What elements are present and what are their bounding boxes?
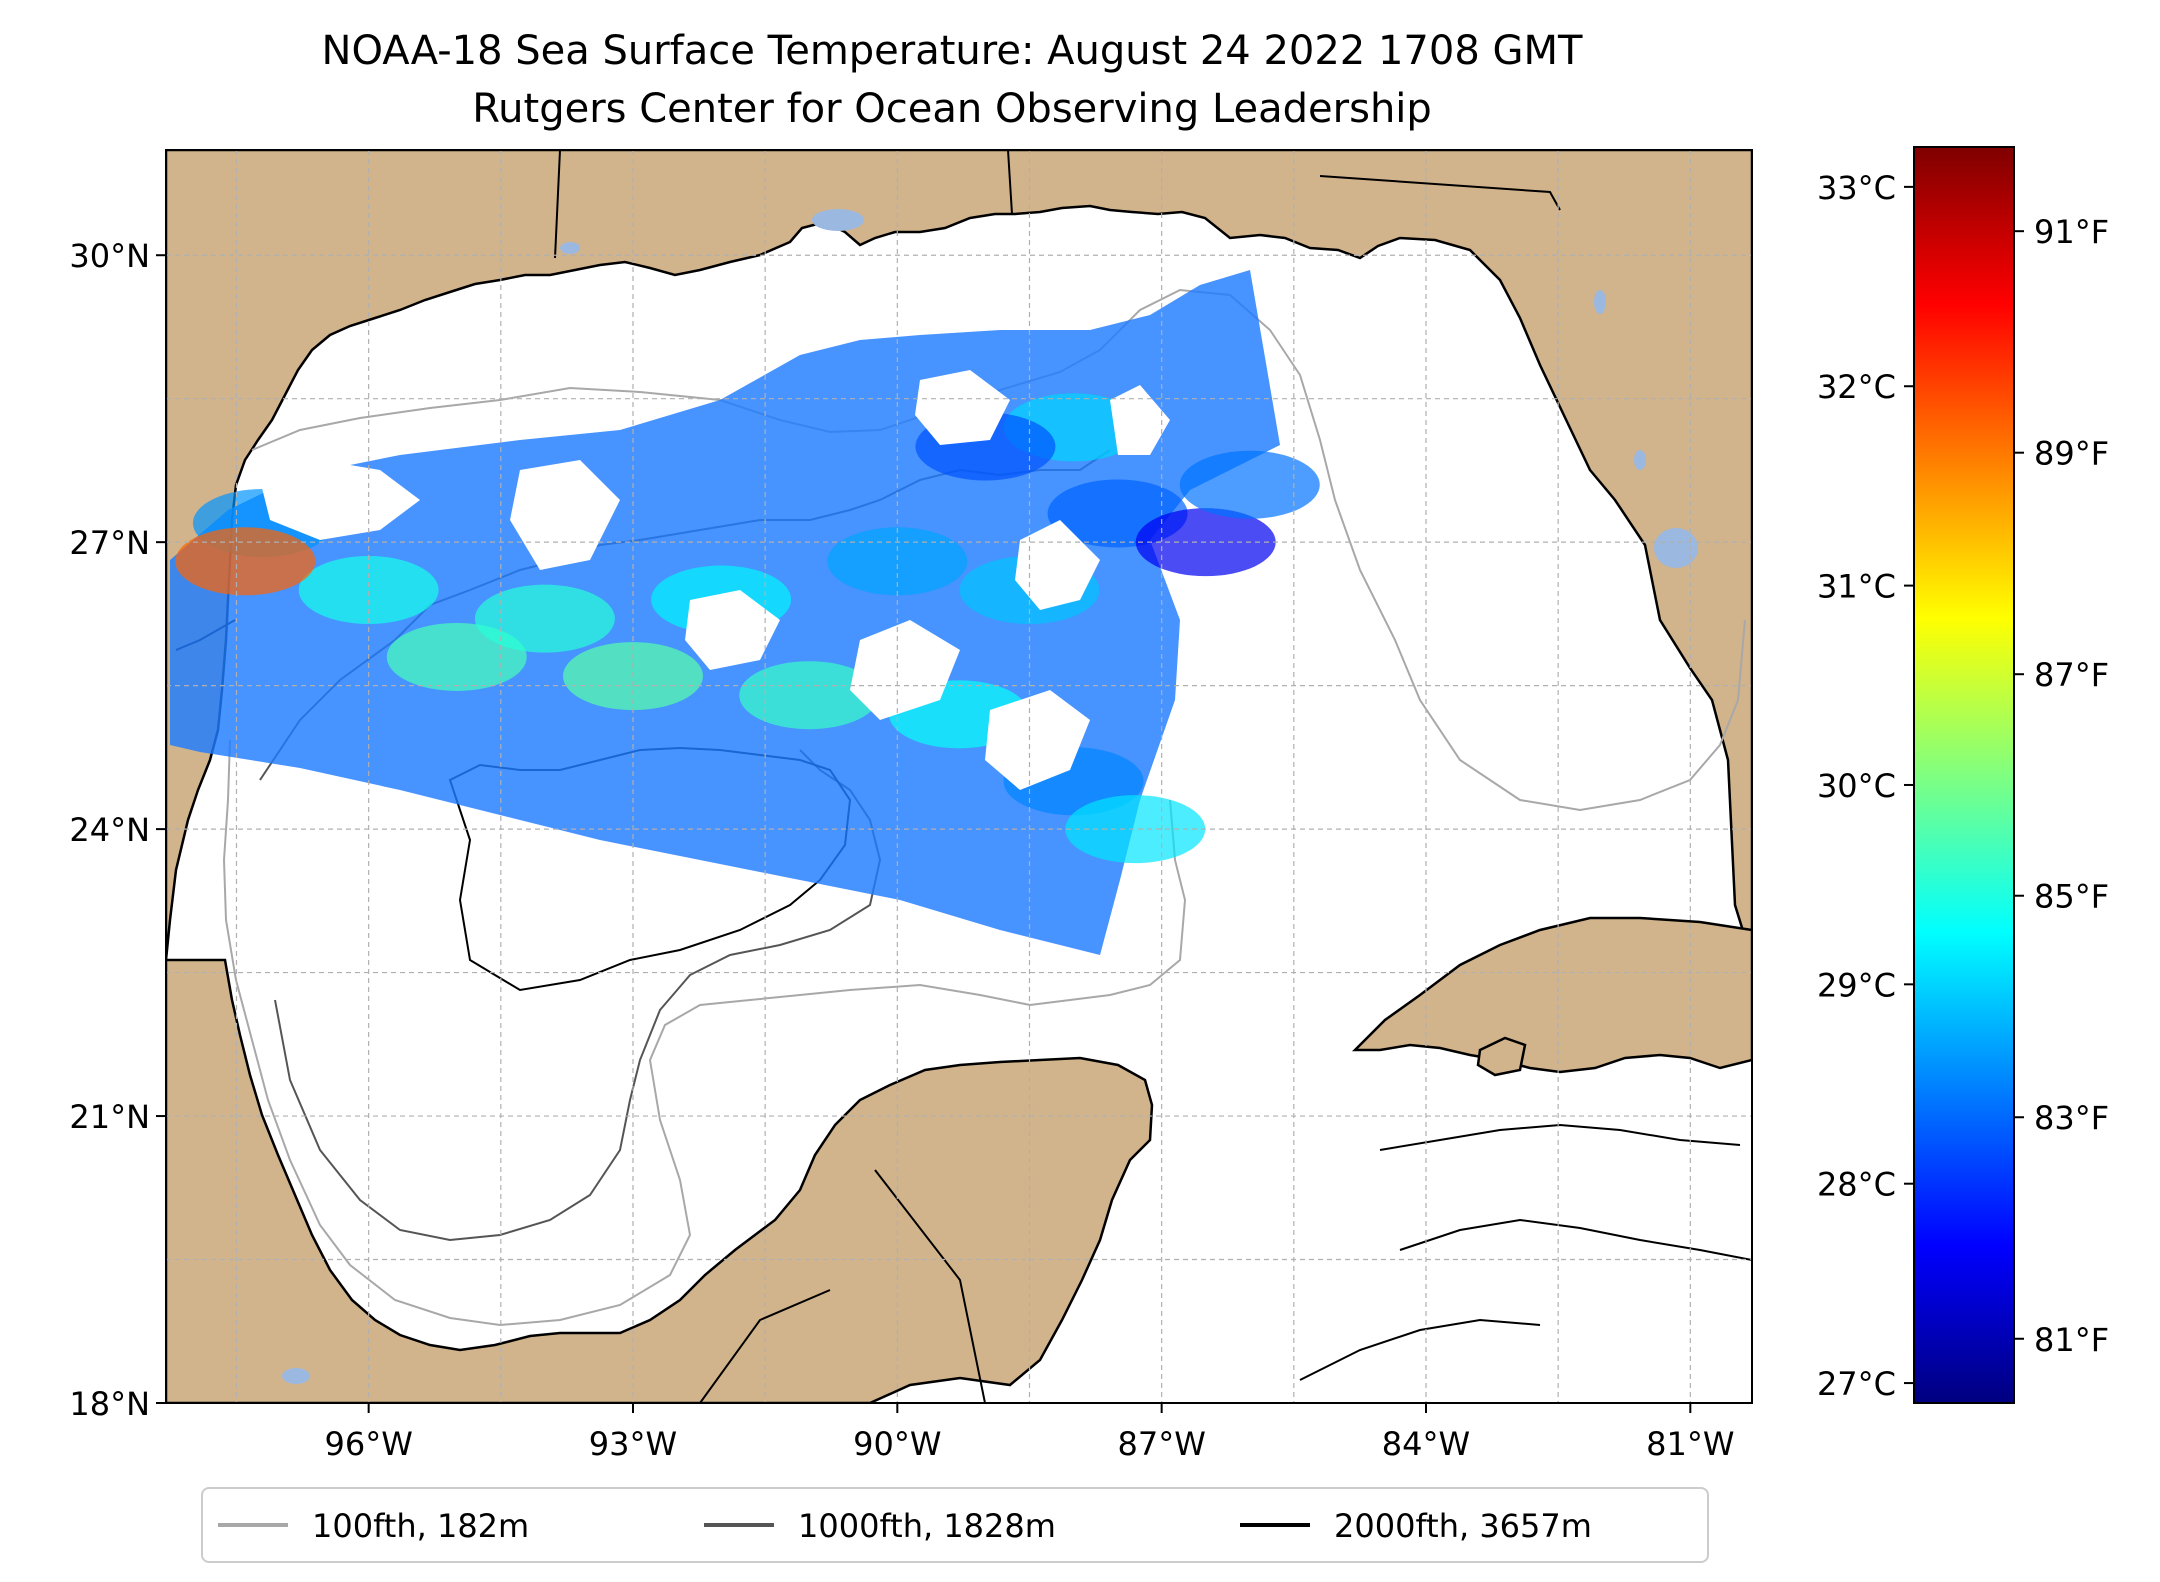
colorbar-celsius-label: 33°C xyxy=(1817,169,1896,207)
colorbar-celsius-label: 27°C xyxy=(1817,1365,1896,1403)
sst-sample-patch xyxy=(474,584,615,653)
lake-okeechobee xyxy=(1654,528,1698,568)
border-guatemala xyxy=(699,1289,831,1403)
sst-sample-patch xyxy=(739,661,880,730)
lake-small-2 xyxy=(1594,290,1606,314)
colorbar-fahrenheit-label: 87°F xyxy=(2034,656,2109,694)
contour-100fth xyxy=(222,288,1746,1327)
title-line-2: Rutgers Center for Ocean Observing Leade… xyxy=(472,86,1432,132)
y-tick-label: 24°N xyxy=(69,811,150,849)
title-line-1: NOAA-18 Sea Surface Temperature: August … xyxy=(322,28,1583,74)
lake-pontchartrain xyxy=(812,209,864,231)
land-mexico xyxy=(166,958,1154,1403)
colorbar-fahrenheit-label: 83°F xyxy=(2034,1099,2109,1137)
lake-small-1 xyxy=(560,242,580,254)
x-tick-label: 96°W xyxy=(324,1425,412,1463)
colorbar-fahrenheit-label: 91°F xyxy=(2034,213,2109,251)
colorbar-fahrenheit-label: 81°F xyxy=(2034,1321,2109,1359)
sst-sample-patch xyxy=(1065,795,1206,864)
x-axis: 96°W 93°W 90°W 87°W 84°W 81°W xyxy=(324,1403,1735,1463)
y-tick-label: 18°N xyxy=(69,1385,150,1423)
cloud-gap-3 xyxy=(850,620,960,720)
legend-label: 1000fth, 1828m xyxy=(798,1507,1056,1545)
x-tick-label: 93°W xyxy=(589,1425,677,1463)
legend-label: 100fth, 182m xyxy=(312,1507,529,1545)
y-tick-label: 21°N xyxy=(69,1098,150,1136)
land-layer xyxy=(166,150,1752,1403)
colorbar-fahrenheit-label: 85°F xyxy=(2034,878,2109,916)
x-tick-label: 84°W xyxy=(1382,1425,1470,1463)
cloud-gap-4 xyxy=(985,690,1090,790)
colorbar-celsius-label: 28°C xyxy=(1817,1166,1896,1204)
colorbar-fahrenheit-axis: 81°F 83°F 85°F 87°F 89°F 91°F xyxy=(2014,213,2109,1359)
colorbar-gradient xyxy=(1913,146,2015,1404)
lake-small-3 xyxy=(1634,450,1646,470)
land-us-gulf-coast xyxy=(166,150,1752,961)
land-cuba xyxy=(1351,916,1752,1074)
x-tick-label: 81°W xyxy=(1646,1425,1734,1463)
lake-small-4 xyxy=(282,1368,310,1384)
border-tx-la xyxy=(554,150,561,259)
colorbar-celsius-label: 31°C xyxy=(1817,568,1896,606)
x-tick-label: 87°W xyxy=(1117,1425,1205,1463)
sst-sample-patch xyxy=(1179,450,1320,519)
map-frame xyxy=(165,149,1753,1404)
colorbar: 27°C 28°C 29°C 30°C 31°C 32°C 33°C 81°F 83°F 85°… xyxy=(1817,146,2109,1404)
sst-sample-patch xyxy=(175,527,316,596)
colorbar-celsius-label: 30°C xyxy=(1817,767,1896,805)
lake-layer xyxy=(282,209,1698,1384)
gridlines xyxy=(166,150,1752,1403)
colorbar-fahrenheit-label: 89°F xyxy=(2034,435,2109,473)
sst-swath xyxy=(170,270,1320,955)
cloud-gap-6 xyxy=(685,590,780,670)
sst-sample-patch xyxy=(298,555,439,624)
sst-sample-patch xyxy=(827,527,968,596)
y-tick-label: 27°N xyxy=(69,524,150,562)
map-panel: 96°W 93°W 90°W 87°W 84°W 81°W 18°N 21°N 24°N 27°… xyxy=(69,149,1753,1463)
colorbar-celsius-label: 29°C xyxy=(1817,966,1896,1004)
border-yuc-states xyxy=(874,1169,986,1403)
border-ms-al xyxy=(1007,150,1013,215)
colorbar-celsius-axis: 27°C 28°C 29°C 30°C 31°C 32°C 33°C xyxy=(1817,169,1914,1403)
border-al-fl xyxy=(1319,175,1561,211)
cloud-gap-7 xyxy=(915,370,1010,445)
legend-frame xyxy=(201,1487,1709,1563)
colorbar-celsius-label: 32°C xyxy=(1817,368,1896,406)
y-axis: 18°N 21°N 24°N 27°N 30°N xyxy=(69,237,166,1423)
cloud-gap-1 xyxy=(260,460,420,540)
legend: 100fth, 182m 1000fth, 1828m 2000fth, 3657m xyxy=(201,1487,1709,1563)
legend-label: 2000fth, 3657m xyxy=(1334,1507,1592,1545)
x-tick-label: 90°W xyxy=(853,1425,941,1463)
land-isla-juventud xyxy=(1476,1036,1527,1077)
cloud-gap-8 xyxy=(1110,385,1170,455)
y-tick-label: 30°N xyxy=(69,237,150,275)
